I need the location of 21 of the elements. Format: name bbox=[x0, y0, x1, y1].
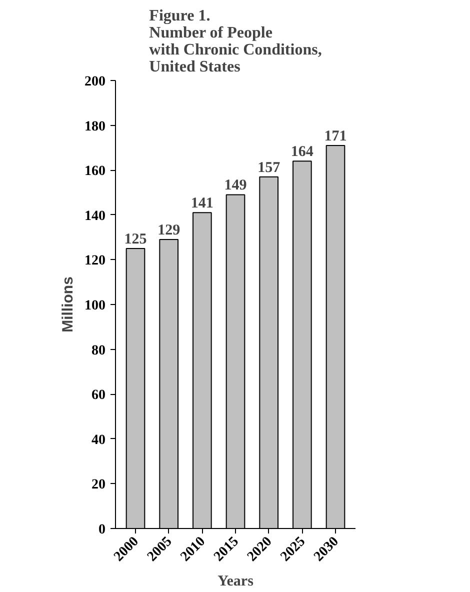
y-axis-title: Millions bbox=[60, 276, 76, 332]
y-tick-label: 0 bbox=[98, 522, 106, 538]
y-tick-label: 180 bbox=[84, 119, 106, 134]
data-label: 125 bbox=[124, 232, 147, 248]
data-label: 157 bbox=[258, 160, 281, 176]
y-tick-label: 100 bbox=[84, 298, 106, 314]
chart-title: Figure 1. Number of People with Chronic Conditions, United States bbox=[149, 8, 322, 76]
y-tick-label: 140 bbox=[84, 208, 106, 224]
y-tick-label: 200 bbox=[84, 74, 106, 90]
y-tick-label: 60 bbox=[92, 388, 106, 404]
x-axis-title: Years bbox=[218, 573, 254, 590]
y-tick-label: 120 bbox=[84, 254, 106, 269]
data-label: 129 bbox=[158, 222, 180, 239]
y-tick-label: 20 bbox=[92, 478, 106, 493]
y-tick-label: 80 bbox=[92, 343, 106, 358]
y-tick-label: 40 bbox=[92, 432, 106, 448]
data-label: 149 bbox=[224, 178, 247, 194]
data-label: 171 bbox=[324, 128, 347, 144]
data-label: 164 bbox=[290, 144, 314, 160]
y-tick-label: 160 bbox=[84, 164, 106, 180]
data-label: 141 bbox=[190, 196, 214, 212]
